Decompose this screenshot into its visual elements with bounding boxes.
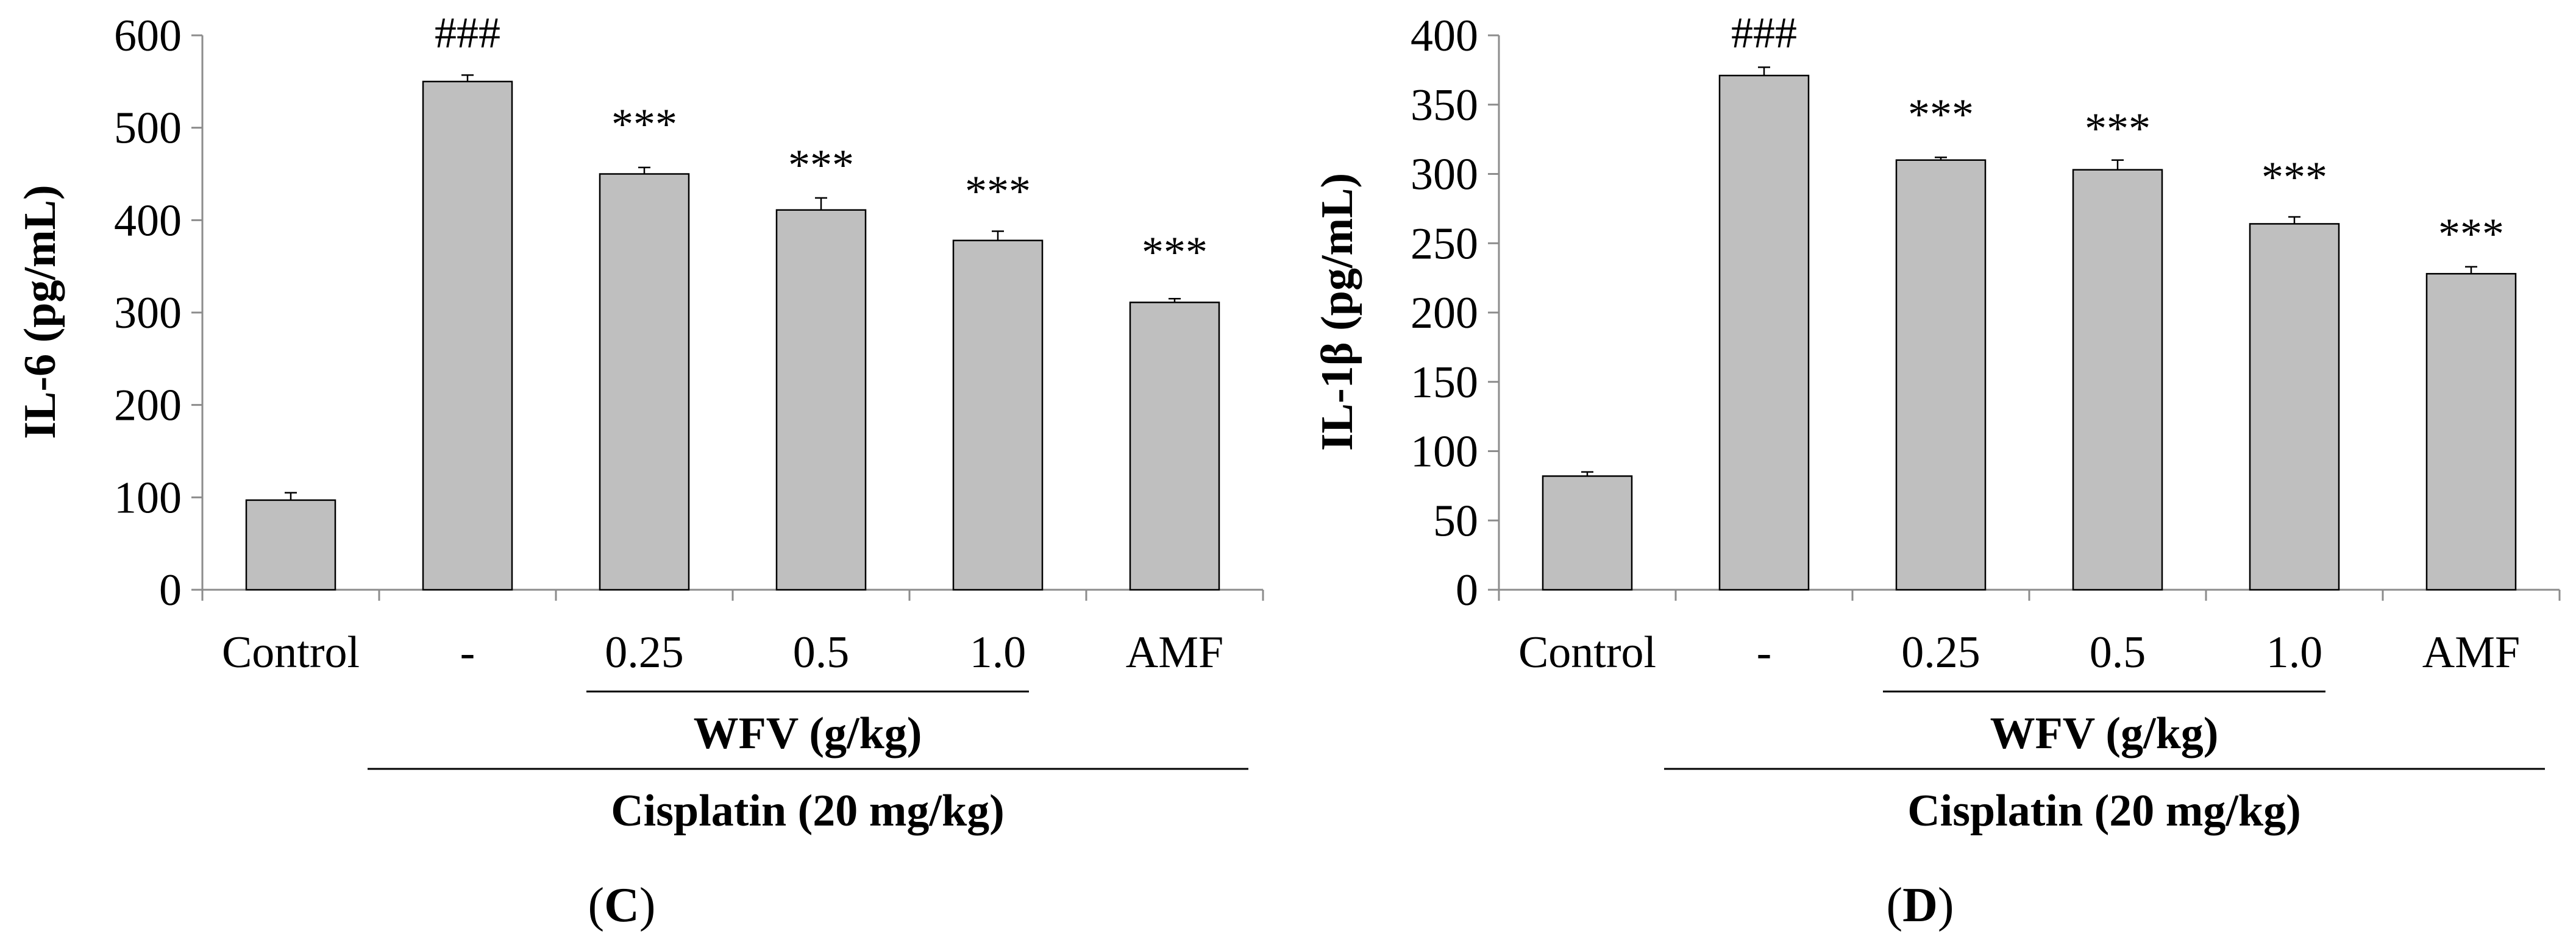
y-tick-label: 100 [1411,427,1478,477]
category-label: - [460,628,475,677]
bar [1542,475,1633,591]
bar [599,173,690,591]
bar [2249,223,2340,591]
group-label-cisplatin-c: Cisplatin (20 mg/kg) [611,786,1005,836]
bar [775,209,867,591]
category-label: 1.0 [970,628,1026,677]
chart-panel-d: 0 50 100 150 200 250 300 350 400 IL-1β (pg/mL) C… [1312,9,2561,932]
category-label: Control [222,628,360,677]
x-tick-marks-d [1498,590,2561,601]
group-label-cisplatin-d: Cisplatin (20 mg/kg) [1907,786,2301,836]
y-ticks-c: 0 100 200 300 400 500 600 [114,11,202,615]
panel-letter-d: D [1902,879,1938,932]
bar [952,239,1044,591]
panel-letter-c: C [604,879,639,932]
bar [2072,169,2163,591]
category-label: 1.0 [2266,628,2323,677]
category-label: 0.25 [605,628,684,677]
y-tick-label: 250 [1411,219,1478,269]
y-tick-label: 200 [1411,288,1478,338]
y-tick-label: 300 [114,288,182,338]
group-label-wfv-c: WFV (g/kg) [694,709,922,759]
significance-mark: *** [611,100,677,149]
category-label: - [1757,628,1772,677]
significance-mark: *** [965,167,1031,216]
bar [1895,159,1987,591]
y-axis-label-d: IL-1β (pg/mL) [1312,173,1362,451]
y-tick-label: 350 [1411,80,1478,130]
category-label: AMF [1126,628,1223,677]
y-tick-label: 500 [114,104,182,154]
significance-mark: *** [1142,228,1208,277]
category-label: 0.5 [2090,628,2146,677]
y-tick-label: 400 [1411,11,1478,61]
y-tick-label: 100 [114,473,182,523]
y-axis-c: 0 100 200 300 400 500 600 [114,11,204,615]
chart-panel-c: 0 100 200 300 400 500 600 IL-6 (pg/mL) Control… [15,9,1264,932]
panel-label-c: (C) [588,879,655,932]
bar [1129,302,1220,591]
y-ticks-d: 0 50 100 150 200 250 300 350 400 [1411,11,1499,615]
y-axis-label-c: IL-6 (pg/mL) [15,185,65,439]
x-tick-marks-c [201,590,1264,601]
bars-c [245,74,1220,591]
y-tick-label: 0 [159,565,182,615]
significance-mark: ### [1731,9,1797,57]
significance-mark: *** [2085,104,2151,153]
category-label: 0.5 [793,628,850,677]
significance-mark: *** [788,141,854,189]
y-tick-label: 400 [114,196,182,246]
significance-mark: *** [2261,153,2327,202]
bar [1718,74,1810,591]
panel-label-d: (D) [1886,879,1954,932]
bar [245,499,336,591]
y-tick-label: 0 [1456,565,1478,615]
y-tick-label: 600 [114,11,182,61]
significance-mark: *** [2438,210,2504,258]
category-label: 0.25 [1901,628,1980,677]
y-tick-label: 150 [1411,358,1478,408]
bars-d [1542,66,2517,591]
category-label: AMF [2422,628,2520,677]
category-label: Control [1518,628,1656,677]
bar [2425,273,2517,591]
significance-mark: *** [1908,90,1974,139]
bar [422,80,513,591]
group-label-wfv-d: WFV (g/kg) [1990,709,2219,759]
y-axis-d: 0 50 100 150 200 250 300 350 400 [1411,11,1500,615]
significance-mark: ### [435,9,500,57]
y-tick-label: 50 [1433,496,1478,546]
y-tick-label: 300 [1411,150,1478,200]
y-tick-label: 200 [114,381,182,431]
